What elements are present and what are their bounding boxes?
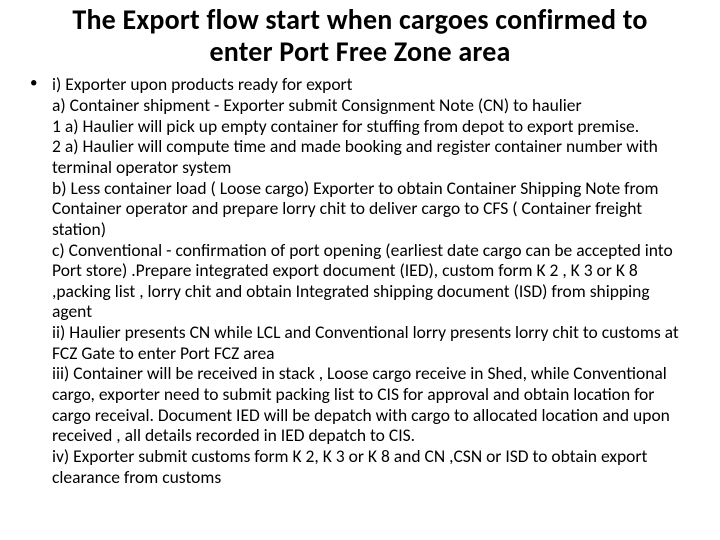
bullet-marker: • [28, 74, 52, 93]
slide-body: • i) Exporter upon products ready for ex… [28, 74, 692, 487]
bullet-text: i) Exporter upon products ready for expo… [52, 74, 692, 487]
slide-title: The Export flow start when cargoes confi… [48, 4, 672, 68]
bullet-item: • i) Exporter upon products ready for ex… [28, 74, 692, 487]
slide: The Export flow start when cargoes confi… [0, 0, 720, 540]
